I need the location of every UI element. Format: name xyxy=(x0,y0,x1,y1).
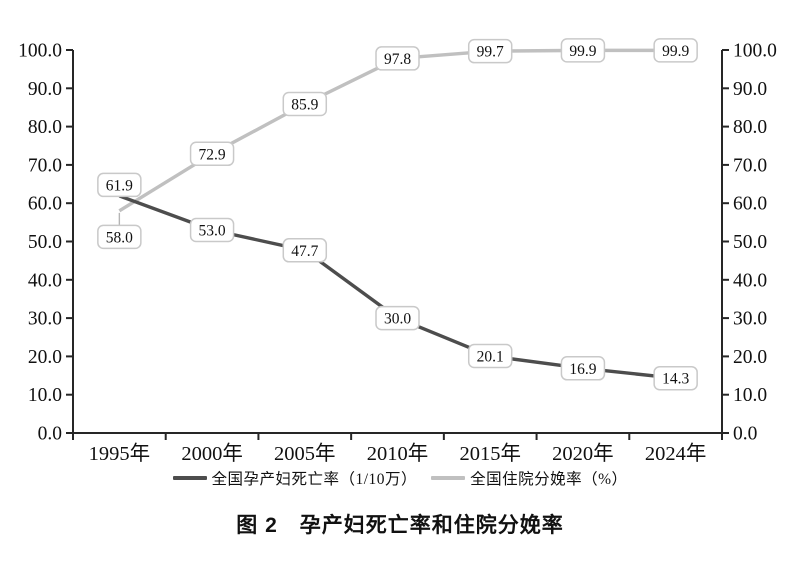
svg-text:40.0: 40.0 xyxy=(733,270,767,291)
chart-legend: 全国孕产妇死亡率（1/10万） 全国住院分娩率（%） xyxy=(0,467,800,489)
svg-text:10.0: 10.0 xyxy=(733,385,767,406)
svg-text:0.0: 0.0 xyxy=(733,424,757,445)
svg-text:70.0: 70.0 xyxy=(733,155,767,176)
svg-text:0.0: 0.0 xyxy=(38,424,62,445)
svg-text:97.8: 97.8 xyxy=(384,51,411,68)
svg-text:85.9: 85.9 xyxy=(291,97,318,114)
svg-text:2000年: 2000年 xyxy=(181,442,243,465)
svg-text:14.3: 14.3 xyxy=(662,371,689,388)
svg-text:61.9: 61.9 xyxy=(106,177,133,194)
svg-text:58.0: 58.0 xyxy=(106,229,133,246)
legend-line-mortality-icon xyxy=(172,476,207,480)
legend-item-mortality: 全国孕产妇死亡率（1/10万） xyxy=(172,467,418,489)
svg-text:80.0: 80.0 xyxy=(733,117,767,138)
figure-caption: 图 2 孕产妇死亡率和住院分娩率 xyxy=(236,514,564,537)
svg-text:60.0: 60.0 xyxy=(733,194,767,215)
svg-text:20.0: 20.0 xyxy=(28,347,62,368)
svg-text:50.0: 50.0 xyxy=(733,232,767,253)
svg-text:30.0: 30.0 xyxy=(733,309,767,330)
svg-text:2024年: 2024年 xyxy=(645,442,707,465)
legend-label-delivery: 全国住院分娩率（%） xyxy=(470,471,628,488)
svg-text:2005年: 2005年 xyxy=(274,442,336,465)
svg-text:99.7: 99.7 xyxy=(477,44,504,61)
legend-item-delivery: 全国住院分娩率（%） xyxy=(431,467,627,489)
svg-text:2010年: 2010年 xyxy=(367,442,429,465)
svg-text:16.9: 16.9 xyxy=(569,361,596,378)
svg-text:99.9: 99.9 xyxy=(662,43,689,60)
svg-text:100.0: 100.0 xyxy=(733,41,777,62)
svg-text:1995年: 1995年 xyxy=(89,442,151,465)
legend-line-delivery-icon xyxy=(431,476,466,480)
svg-text:53.0: 53.0 xyxy=(199,223,226,240)
svg-text:90.0: 90.0 xyxy=(733,79,767,100)
svg-text:47.7: 47.7 xyxy=(291,243,318,260)
line-chart: 0.0 0.0 10.0 10.0 20.0 20.0 30.0 30.0 40.0 40.0 50… xyxy=(18,38,777,465)
svg-text:40.0: 40.0 xyxy=(28,270,62,291)
svg-text:99.9: 99.9 xyxy=(569,43,596,60)
svg-text:2015年: 2015年 xyxy=(459,442,521,465)
svg-text:10.0: 10.0 xyxy=(28,385,62,406)
svg-text:50.0: 50.0 xyxy=(28,232,62,253)
svg-text:30.0: 30.0 xyxy=(28,309,62,330)
svg-text:70.0: 70.0 xyxy=(28,155,62,176)
svg-text:72.9: 72.9 xyxy=(199,146,226,163)
svg-text:60.0: 60.0 xyxy=(28,194,62,215)
svg-text:2020年: 2020年 xyxy=(552,442,614,465)
svg-text:100.0: 100.0 xyxy=(18,41,62,62)
svg-text:90.0: 90.0 xyxy=(28,79,62,100)
svg-text:20.0: 20.0 xyxy=(733,347,767,368)
legend-label-mortality: 全国孕产妇死亡率（1/10万） xyxy=(211,471,418,488)
svg-text:30.0: 30.0 xyxy=(384,311,411,328)
svg-text:20.1: 20.1 xyxy=(477,349,504,366)
svg-text:80.0: 80.0 xyxy=(28,117,62,138)
